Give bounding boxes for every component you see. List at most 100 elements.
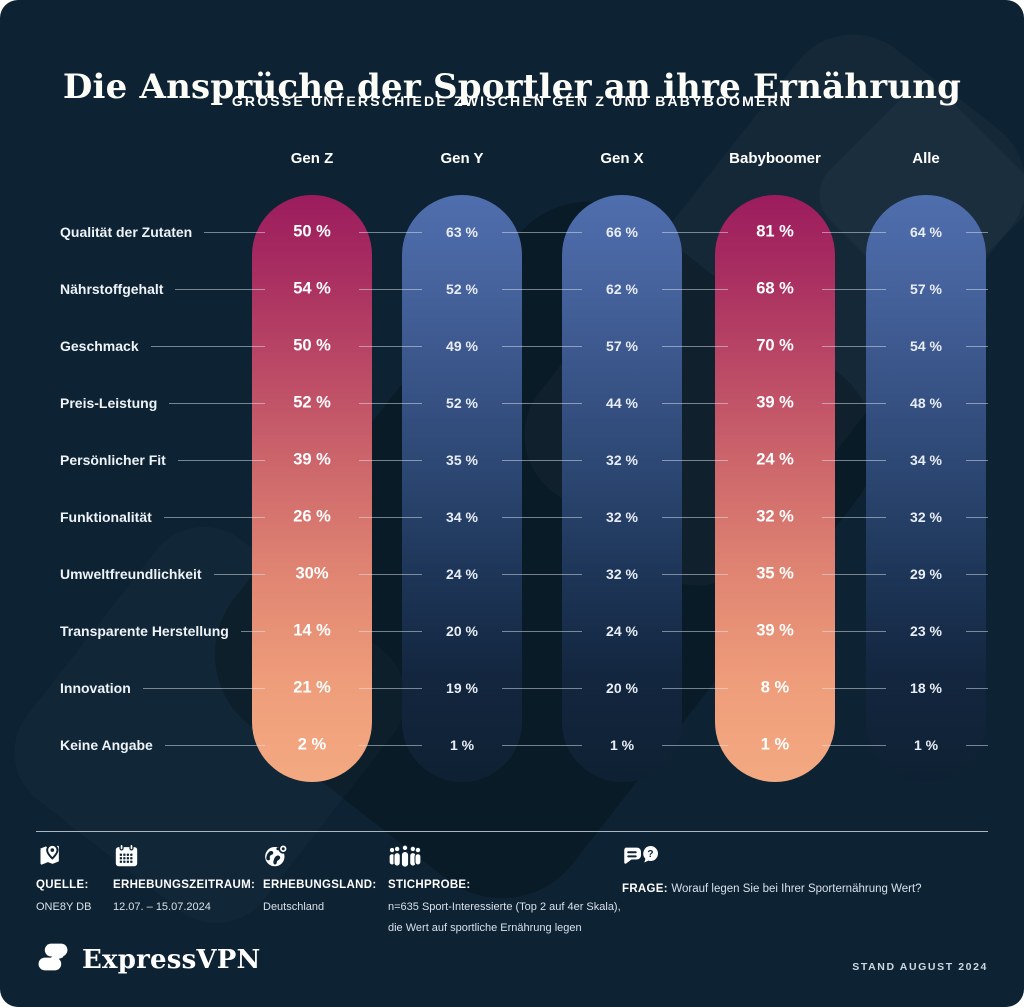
value-cell: 34 % xyxy=(446,509,478,525)
connector-line xyxy=(822,403,886,404)
value-cell: 39 % xyxy=(756,393,794,412)
connector-line xyxy=(502,688,582,689)
connector-line xyxy=(359,289,422,290)
connector-line xyxy=(662,631,728,632)
connector-line xyxy=(163,516,265,518)
table-row: Preis-Leistung 52 % 52 % 44 % 39 % 48 % xyxy=(0,375,1024,432)
connector-line xyxy=(822,289,886,290)
value-cell: 44 % xyxy=(606,395,638,411)
pill-column-gen-x xyxy=(562,195,682,782)
value-cell: 24 % xyxy=(756,450,794,469)
connector-line xyxy=(822,688,886,689)
connector-line xyxy=(164,744,265,746)
value-cell: 63 % xyxy=(446,224,478,240)
connector-line xyxy=(966,403,988,404)
value-cell: 29 % xyxy=(910,566,942,582)
connector-line xyxy=(359,403,422,404)
connector-line xyxy=(502,289,582,290)
meta-item-frage: ? FRAGE: Worauf legen Sie bei Ihrer Sport… xyxy=(622,842,922,900)
connector-line xyxy=(662,289,728,290)
value-cell: 57 % xyxy=(910,281,942,297)
table-row: Nährstoffgehalt 54 % 52 % 62 % 68 % 57 % xyxy=(0,261,1024,318)
connector-line xyxy=(142,687,265,689)
value-cell: 52 % xyxy=(293,393,331,412)
value-cell: 30% xyxy=(295,564,329,583)
value-cell: 21 % xyxy=(293,678,331,697)
connector-line xyxy=(822,517,886,518)
meta-text: die Wert auf sportliche Ernährung legen xyxy=(388,922,582,934)
value-cell: 26 % xyxy=(293,507,331,526)
value-cell: 18 % xyxy=(910,680,942,696)
connector-line xyxy=(502,460,582,461)
row-label: Transparente Herstellung xyxy=(60,623,229,639)
connector-line xyxy=(502,631,582,632)
value-cell: 66 % xyxy=(606,224,638,240)
meta-text: ONE8Y DB xyxy=(36,901,92,913)
table-row: Qualität der Zutaten 50 % 63 % 66 % 81 % 64 % xyxy=(0,204,1024,261)
value-cell: 1 % xyxy=(760,735,790,754)
meta-label: STICHPROBE: xyxy=(388,879,471,891)
value-cell: 20 % xyxy=(446,623,478,639)
connector-line xyxy=(177,459,265,461)
connector-line xyxy=(662,688,728,689)
table-row: Funktionalität 26 % 34 % 32 % 32 % 32 % xyxy=(0,489,1024,546)
connector-line xyxy=(175,288,265,290)
brand-wordmark: ExpressVPN xyxy=(82,944,261,975)
value-cell: 19 % xyxy=(446,680,478,696)
calendar-icon xyxy=(113,842,255,870)
connector-line xyxy=(150,345,265,347)
table-row: Innovation 21 % 19 % 20 % 8 % 18 % xyxy=(0,660,1024,717)
people-icon xyxy=(388,842,621,870)
connector-line xyxy=(359,346,422,347)
value-cell: 64 % xyxy=(910,224,942,240)
value-cell: 50 % xyxy=(293,336,331,355)
connector-line xyxy=(822,745,886,746)
connector-line xyxy=(204,231,265,233)
meta-label: QUELLE: xyxy=(36,879,89,891)
connector-line xyxy=(502,403,582,404)
table-row: Umweltfreundlichkeit 30% 24 % 32 % 35 % 29 % xyxy=(0,546,1024,603)
value-cell: 24 % xyxy=(446,566,478,582)
connector-line xyxy=(662,460,728,461)
pill-column-alle xyxy=(866,195,986,782)
value-cell: 52 % xyxy=(446,395,478,411)
connector-line xyxy=(822,346,886,347)
connector-line xyxy=(822,574,886,575)
connector-line xyxy=(502,574,582,575)
column-header: Gen Z xyxy=(290,150,334,167)
row-label: Keine Angabe xyxy=(60,737,153,753)
value-cell: 1 % xyxy=(913,737,939,753)
footer-divider xyxy=(36,831,988,832)
row-label: Geschmack xyxy=(60,338,139,354)
value-cell: 68 % xyxy=(756,279,794,298)
connector-line xyxy=(966,346,988,347)
column-header: Alle xyxy=(912,150,940,167)
connector-line xyxy=(966,631,988,632)
table-row: Persönlicher Fit 39 % 35 % 32 % 24 % 34 % xyxy=(0,432,1024,489)
value-cell: 32 % xyxy=(606,452,638,468)
connector-line xyxy=(359,688,422,689)
value-cell: 20 % xyxy=(606,680,638,696)
value-cell: 8 % xyxy=(760,678,790,697)
value-cell: 35 % xyxy=(446,452,478,468)
value-cell: 32 % xyxy=(756,507,794,526)
connector-line xyxy=(966,460,988,461)
meta-item-erhebungsland: ERHEBUNGSLAND: Deutschland xyxy=(263,842,376,918)
connector-line xyxy=(966,232,988,233)
table-row: Keine Angabe 2 % 1 % 1 % 1 % 1 % xyxy=(0,717,1024,774)
value-cell: 39 % xyxy=(293,450,331,469)
connector-line xyxy=(359,631,422,632)
connector-line xyxy=(502,745,582,746)
table-row: Transparente Herstellung 14 % 20 % 24 % 39 %… xyxy=(0,603,1024,660)
value-cell: 1 % xyxy=(449,737,475,753)
connector-line xyxy=(662,574,728,575)
value-cell: 81 % xyxy=(756,222,794,241)
meta-item-quelle: QUELLE: ONE8Y DB xyxy=(36,842,91,918)
connector-line xyxy=(502,232,582,233)
column-header: Gen Y xyxy=(440,150,484,167)
row-label: Innovation xyxy=(60,680,131,696)
meta-item-stichprobe: STICHPROBE: n=635 Sport-Interessierte (To… xyxy=(388,842,621,939)
meta-text: Deutschland xyxy=(263,901,325,913)
connector-line xyxy=(822,460,886,461)
